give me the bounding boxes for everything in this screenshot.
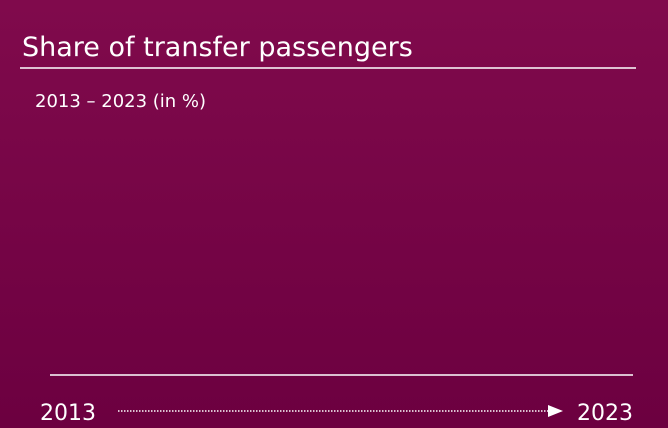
- title: Share of transfer passengers: [22, 32, 413, 63]
- axis-end: 2023: [577, 401, 633, 426]
- arrow-head: [548, 405, 563, 417]
- axis-start: 2013: [40, 401, 96, 426]
- subtitle: 2013 – 2023 (in %): [35, 91, 206, 112]
